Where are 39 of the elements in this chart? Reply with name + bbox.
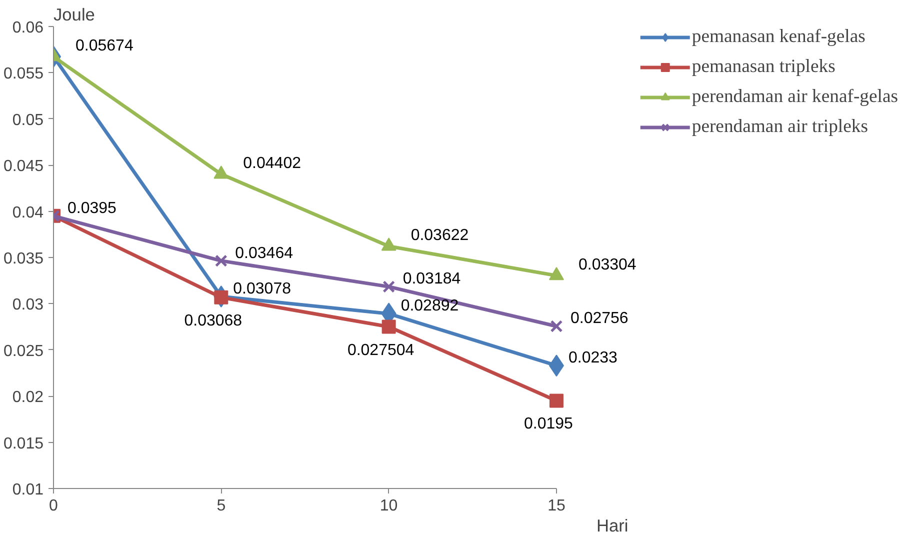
legend-label: pemanasan kenaf-gelas bbox=[692, 26, 866, 48]
x-tick-label: 5 bbox=[216, 498, 226, 514]
y-tick-label: 0.03 bbox=[12, 296, 44, 314]
y-tick-label: 0.045 bbox=[3, 158, 44, 176]
data-label: 0.03184 bbox=[402, 270, 461, 288]
data-label: 0.04402 bbox=[243, 155, 302, 172]
y-tick-label: 0.035 bbox=[3, 250, 44, 268]
y-tick-label: 0.05 bbox=[12, 112, 44, 129]
data-label: 0.05674 bbox=[76, 38, 134, 55]
legend-label: pemanasan tripleks bbox=[692, 56, 836, 78]
data-label: 0.0195 bbox=[524, 416, 574, 433]
y-tick-label: 0.06 bbox=[12, 20, 44, 36]
point bbox=[550, 320, 563, 332]
data-label: 0.03304 bbox=[578, 256, 636, 274]
data-label: 0.02892 bbox=[400, 298, 459, 315]
y-tick-label: 0.025 bbox=[3, 342, 44, 360]
y-tick-label: 0.04 bbox=[12, 204, 44, 222]
point bbox=[549, 394, 564, 408]
x-tick-label: 10 bbox=[380, 498, 398, 514]
data-label: 0.0233 bbox=[568, 350, 618, 367]
y-tick-label: 0.01 bbox=[12, 482, 44, 498]
x-tick-label: 15 bbox=[548, 498, 566, 514]
x-axis-title: Hari bbox=[596, 516, 628, 536]
x-tick-label: 0 bbox=[49, 498, 58, 514]
y-tick-label: 0.02 bbox=[12, 389, 44, 406]
data-label: 0.02756 bbox=[570, 310, 628, 328]
point bbox=[382, 320, 396, 334]
legend-label: perendaman air tripleks bbox=[692, 116, 868, 138]
data-label: 0.03464 bbox=[235, 244, 294, 262]
y-tick-label: 0.015 bbox=[3, 435, 44, 452]
data-label: 0.027504 bbox=[347, 342, 414, 359]
point bbox=[382, 280, 396, 293]
data-label: 0.03068 bbox=[184, 312, 242, 330]
data-label: 0.0395 bbox=[68, 200, 117, 217]
y-axis-title: Joule bbox=[54, 4, 95, 24]
legend-label: perendaman air kenaf-gelas bbox=[692, 86, 898, 108]
y-tick-label: 0.055 bbox=[3, 66, 44, 83]
data-label: 0.03622 bbox=[410, 227, 469, 244]
data-label: 0.03078 bbox=[233, 280, 292, 298]
